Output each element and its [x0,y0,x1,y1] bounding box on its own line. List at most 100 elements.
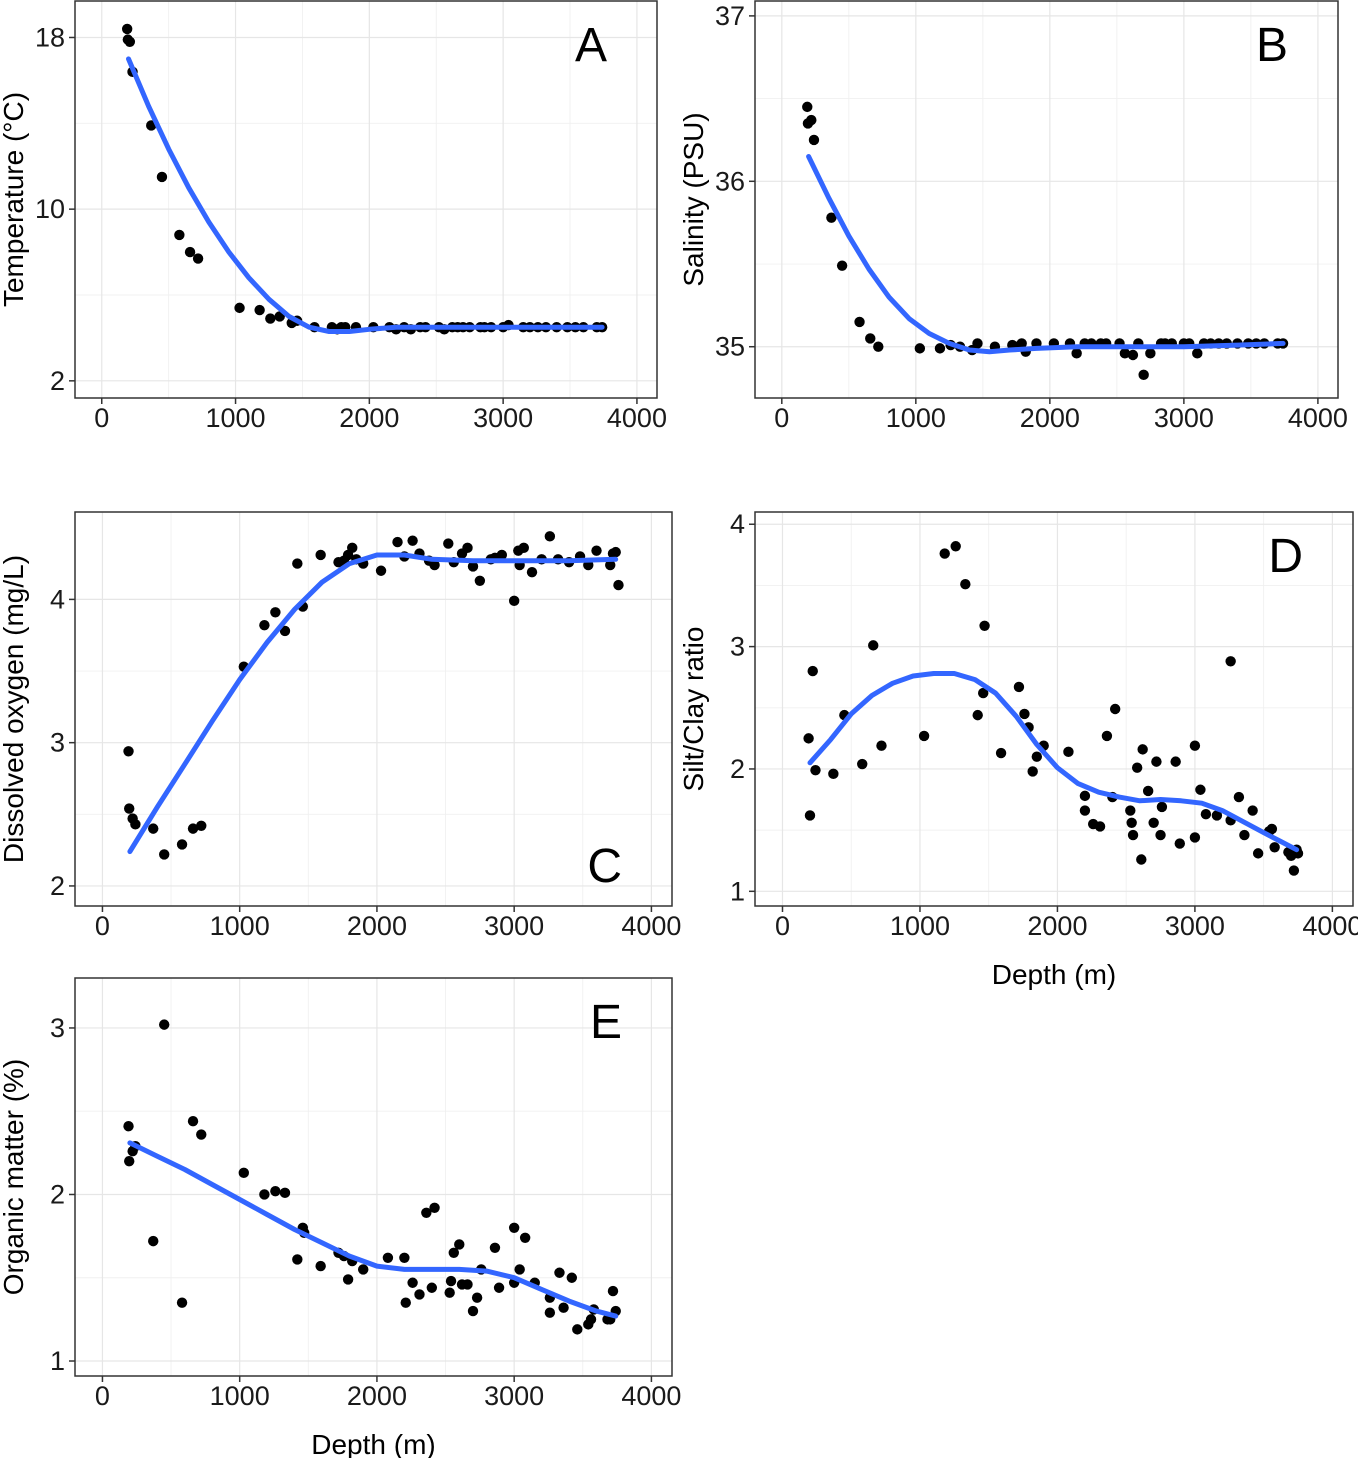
panel-e-data-point [544,1307,556,1318]
panel-a-data-point [265,313,276,324]
panel-c-data-point [124,803,135,814]
panel-e-data-point [148,1235,159,1247]
panel-b-points [802,101,1289,381]
panel-a-smooth-line [126,56,605,334]
panel-d-data-point [1109,703,1121,715]
panel-e-data-point [471,1292,483,1303]
panel-a-frame [74,0,658,399]
panel-e-data-point [421,1207,432,1219]
panel-d-data-point [1027,766,1038,777]
panel-e-y-tick-label: 1 [50,1346,65,1376]
panel-a-data-point [121,23,133,35]
panel-d-data-point [1079,805,1091,816]
panel-c-x-tick-label: 3000 [484,911,544,941]
panel-e-data-point [414,1289,425,1300]
panel-b-data-point [836,260,848,271]
panel-d-data-point [1131,762,1143,773]
panel-b-x-tick-label: 3000 [1154,403,1214,433]
panel-d-data-point [1211,810,1223,821]
panel-d-data-point [1013,681,1025,693]
panel-d-letter: D [1268,530,1303,583]
panel-d-data-point [1247,805,1258,816]
panel-b-data-point [1016,338,1027,349]
panel-d-data-point [1266,823,1278,835]
panel-e-data-point [238,1167,250,1179]
panel-b-gridlines [755,1,1338,398]
panel-d-data-point [1239,829,1250,841]
panel-d-data-point [828,768,839,780]
panel-d-data-point [868,640,879,651]
panel-d-x-tick-label: 4000 [1302,911,1358,941]
panel-e-y-axis-title: Organic matter (%) [0,1059,29,1296]
panel-c: 0 1000 2000 3000 4000 2 3 4 Dissolved oxygen (mg… [0,511,681,941]
panel-c-data-point [526,566,538,578]
panel-b-y-axis-title: Salinity (PSU) [678,112,709,286]
panel-d-gridlines [755,512,1353,906]
panel-b-data-point [972,338,983,349]
panel-c-letter: C [587,840,622,893]
panel-b-data-point [914,343,926,354]
panel-d-y-tick-label: 3 [730,632,745,662]
panel-c-data-point [259,619,270,631]
panel-e-y-tick-label: 3 [50,1013,65,1043]
panel-d-data-point [1151,756,1162,767]
panel-a-data-point [254,304,265,316]
panel-d-data-point [1142,785,1154,797]
panel-d-data-point [1170,756,1181,767]
panel-d-data-point [1079,790,1091,802]
panel-c-data-point [315,549,326,561]
panel-b-data-point [1145,348,1156,359]
panel-d-data-point [972,709,983,721]
panel-b-smooth-line [806,154,1286,355]
panel-e-data-point [123,1121,134,1132]
panel-e-data-point [292,1254,303,1265]
panel-e-data-point [429,1202,440,1214]
panel-d-data-point [979,620,990,631]
panel-d-y-axis-title: Silt/Clay ratio [678,627,709,792]
panel-d-data-point [1019,708,1030,720]
panel-a-data-point [184,246,196,258]
panel-b-data-point [806,114,817,126]
panel-d-y-tick-label: 4 [730,509,745,539]
panel-a-y-tick-label: 10 [35,194,65,224]
panel-a-data-point [174,229,185,241]
panel-e-data-point [554,1267,565,1278]
panel-e-letter: E [590,996,622,1049]
panel-c-x-tick-label: 0 [95,911,110,941]
panel-a-letter: A [575,19,607,72]
panel-d-data-point [1189,832,1201,843]
panel-d-data-point [804,810,816,821]
panel-d-x-tick-label: 2000 [1027,911,1087,941]
panel-d-data-point [995,747,1007,759]
panel-b-y-tick-label: 35 [715,332,745,362]
panel-c-y-axis-title: Dissolved oxygen (mg/L) [0,555,29,863]
panel-e-gridlines [75,978,672,1376]
panel-c-data-point [148,823,159,834]
panel-d-data-point [1233,791,1245,803]
panel-d-data-point [1252,848,1264,859]
panel-a-data-point [124,36,136,47]
panel-c-data-point [474,575,486,586]
panel-a-y-tick-label: 18 [35,22,65,52]
panel-d-x-tick-label: 3000 [1165,911,1225,941]
panel-c-data-point [610,546,621,558]
panel-d-x-tick-label: 1000 [890,911,950,941]
panel-b-y-tick-label: 37 [715,1,745,31]
panel-c-data-point [347,542,358,554]
panel-d-y-tick-label: 2 [730,754,745,784]
panel-e-data-point [508,1222,520,1233]
panel-c-data-point [130,819,141,830]
panel-b-data-point [808,134,820,146]
panel-e-points [123,1019,621,1335]
panel-d-data-point [1225,656,1236,667]
panel-d-y-tick-label: 1 [730,876,745,906]
panel-b-data-point [1127,349,1139,361]
panel-a-data-point [156,171,168,183]
panel-e-x-tick-label: 0 [95,1381,110,1411]
panel-d-data-point [1063,746,1074,758]
panel-c-gridlines [75,512,672,906]
panel-c-data-point [591,545,602,556]
panel-b-data-point [1138,369,1149,381]
panel-e-data-point [358,1264,369,1275]
panel-e-x-tick-label: 1000 [210,1381,270,1411]
